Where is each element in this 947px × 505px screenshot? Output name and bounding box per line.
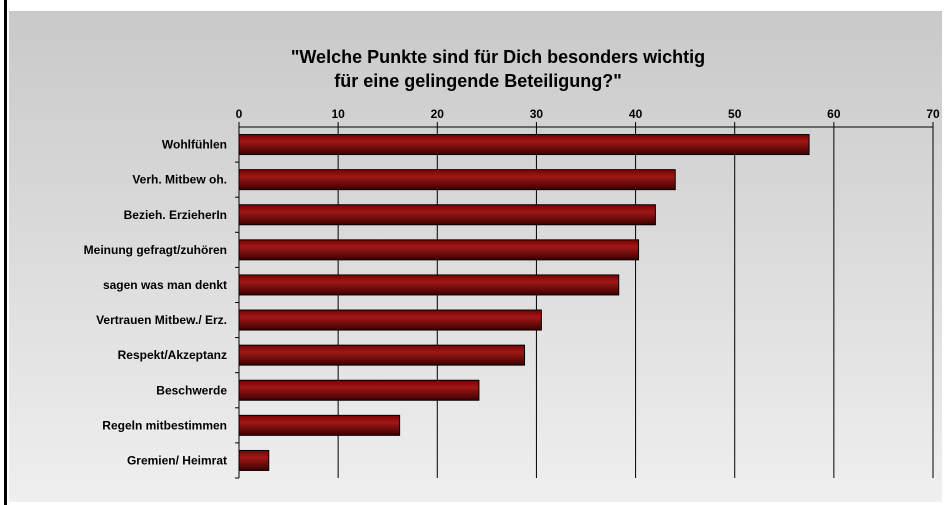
bar: [238, 414, 401, 436]
x-tick-label: 30: [530, 107, 544, 121]
category-label: Regeln mitbestimmen: [102, 418, 227, 432]
category-labels: Wohlfühlen Verh. Mitbew oh. Bezieh. Erzieh…: [84, 138, 228, 468]
category-label: Gremien/ Heimrat: [127, 453, 227, 467]
x-tick-label: 10: [331, 107, 345, 121]
category-label: Beschwerde: [156, 383, 227, 397]
bar: [238, 309, 542, 331]
bars: [238, 134, 810, 471]
x-axis-ticks: 0 10 20 30 40 50 60 70: [235, 107, 940, 479]
category-label: Verh. Mitbew oh.: [132, 173, 227, 187]
x-tick-label: 20: [431, 107, 445, 121]
category-label: sagen was man denkt: [103, 278, 227, 292]
category-label: Meinung gefragt/zuhören: [84, 243, 227, 257]
chart-title-line1: "Welche Punkte sind für Dich besonders w…: [291, 47, 705, 67]
bar: [238, 134, 810, 156]
x-tick-label: 60: [827, 107, 841, 121]
left-border-rule: [4, 0, 7, 505]
x-tick-label: 70: [926, 107, 940, 121]
chart-title-line2: für eine gelingende Beteiligung?": [334, 71, 622, 91]
bar: [238, 204, 656, 226]
bar: [238, 274, 620, 296]
category-label: Vertrauen Mitbew./ Erz.: [96, 313, 227, 327]
x-tick-label: 50: [728, 107, 742, 121]
bar: [238, 169, 676, 191]
bar: [238, 449, 270, 471]
x-tick-label: 40: [629, 107, 643, 121]
category-label: Bezieh. ErzieherIn: [124, 208, 227, 222]
bar: [238, 379, 480, 401]
category-label: Respekt/Akzeptanz: [118, 348, 227, 362]
category-label: Wohlfühlen: [162, 138, 227, 152]
bar: [238, 344, 526, 366]
bar: [238, 239, 640, 261]
x-tick-label: 0: [236, 107, 243, 121]
